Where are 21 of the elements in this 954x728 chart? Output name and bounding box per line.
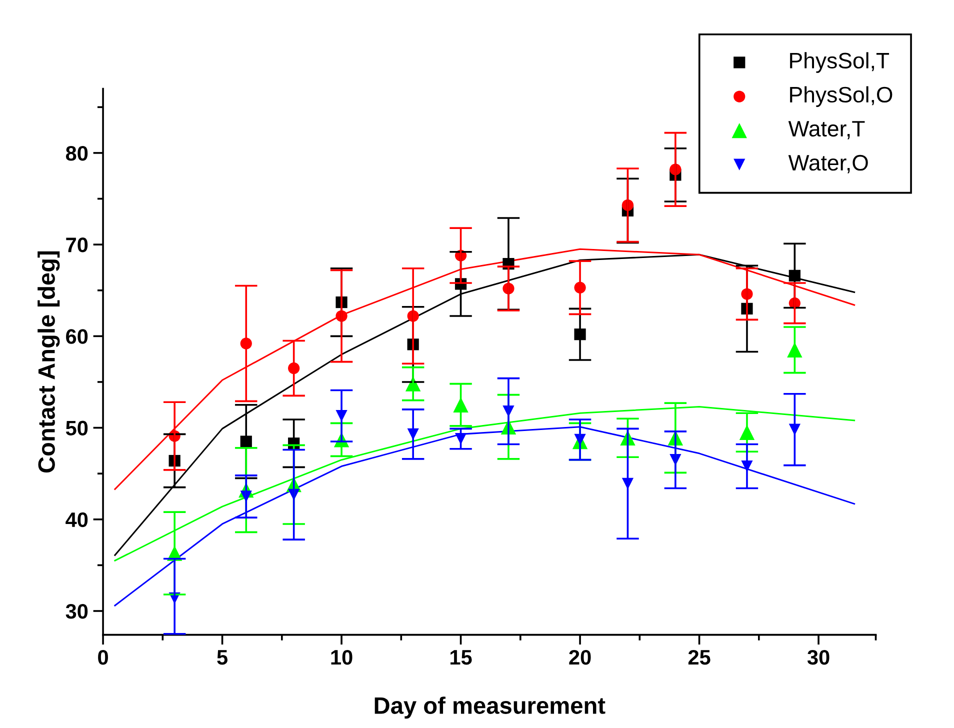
x-tick-label: 30 (807, 650, 830, 665)
y-tick-label: 70 (66, 238, 88, 252)
legend-label: PhysSol,T (790, 52, 890, 73)
x-tick-label: 10 (331, 650, 352, 665)
x-tick-label: 25 (688, 650, 710, 665)
x-tick-label: 15 (450, 650, 472, 665)
x-axis-title: Day of measurement (374, 696, 606, 719)
y-axis-title: Contact Angle [deg] (38, 251, 60, 473)
line-series (114, 254, 856, 556)
y-tick-label: 30 (66, 604, 88, 619)
legend-label: Water,O (788, 154, 868, 174)
line-series (114, 406, 856, 562)
y-tick-label: 80 (66, 146, 88, 161)
x-tick-label: 20 (569, 650, 591, 665)
legend-label: PhysSol,O (790, 86, 892, 107)
x-tick-label: 5 (217, 650, 228, 665)
y-tick-label: 40 (66, 512, 88, 528)
legend-label: Water,T (788, 121, 865, 140)
y-tick-label: 60 (66, 329, 88, 344)
x-tick-label: 0 (98, 650, 108, 665)
y-tick-label: 50 (66, 420, 88, 436)
